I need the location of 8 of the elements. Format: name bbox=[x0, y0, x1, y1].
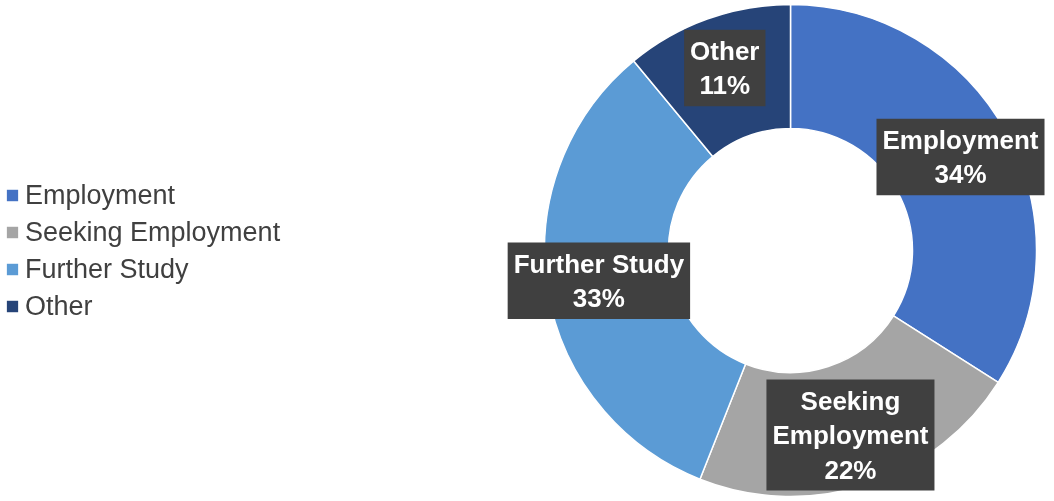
legend-label: Employment bbox=[25, 179, 176, 211]
legend-label: Other bbox=[25, 290, 93, 322]
data-label: Further Study 33% bbox=[513, 248, 685, 314]
legend-label: Further Study bbox=[25, 253, 189, 285]
legend-label: Seeking Employment bbox=[25, 216, 281, 248]
data-label: Other 11% bbox=[690, 35, 760, 101]
data-label: Employment 34% bbox=[882, 124, 1039, 190]
data-label: Seeking Employment 22% bbox=[772, 385, 929, 485]
